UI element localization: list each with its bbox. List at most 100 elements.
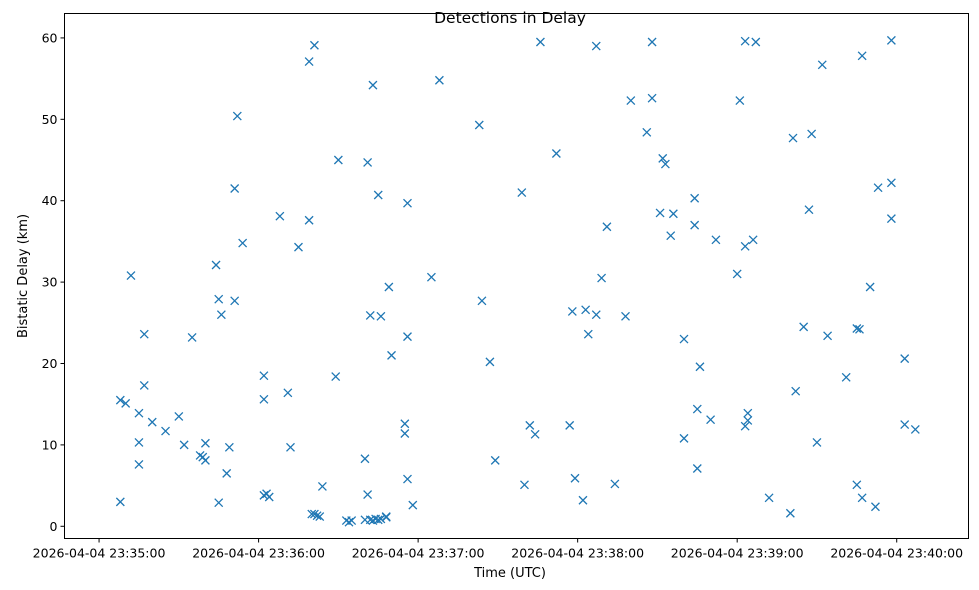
- x-tick-label: 2026-04-04 23:38:00: [511, 546, 644, 561]
- x-tick-label: 2026-04-04 23:40:00: [830, 546, 963, 561]
- data-point: [360, 454, 370, 464]
- data-point: [368, 80, 378, 90]
- data-point: [174, 411, 184, 421]
- data-point: [732, 269, 742, 279]
- data-point: [134, 459, 144, 469]
- x-tick-label: 2026-04-04 23:39:00: [671, 546, 804, 561]
- y-tick-label: 60: [42, 30, 58, 45]
- data-point: [304, 57, 314, 66]
- data-point: [400, 429, 410, 438]
- data-point: [535, 37, 545, 47]
- data-point: [224, 442, 234, 452]
- data-point: [690, 220, 700, 230]
- data-point: [647, 37, 657, 47]
- data-point: [525, 420, 535, 430]
- data-point: [692, 464, 702, 473]
- data-point: [315, 512, 325, 521]
- data-point: [591, 41, 601, 51]
- y-tick-label: 10: [42, 437, 58, 452]
- x-tick-label: 2026-04-04 23:37:00: [352, 546, 485, 561]
- data-point: [565, 420, 575, 430]
- data-point: [791, 386, 801, 396]
- data-point: [658, 153, 668, 163]
- data-point: [384, 282, 394, 292]
- data-point: [161, 426, 170, 436]
- data-point: [706, 415, 716, 425]
- chart-title: Detections in Delay: [434, 9, 586, 27]
- data-point: [363, 157, 373, 167]
- data-point: [312, 511, 322, 521]
- data-point: [179, 440, 189, 450]
- data-point: [187, 332, 197, 342]
- data-point: [788, 133, 798, 143]
- data-point: [668, 209, 678, 219]
- data-point: [333, 155, 343, 165]
- data-point: [735, 96, 745, 106]
- data-point: [403, 332, 412, 342]
- plot-area: [64, 13, 969, 539]
- data-point: [900, 420, 910, 430]
- data-point: [309, 40, 319, 50]
- data-point: [304, 215, 314, 225]
- data-point: [740, 241, 750, 251]
- data-point: [230, 296, 240, 306]
- data-point: [373, 190, 383, 200]
- data-point: [666, 231, 676, 241]
- data-point: [121, 398, 131, 408]
- data-point: [214, 498, 224, 508]
- data-point: [232, 111, 242, 121]
- data-point: [740, 421, 750, 431]
- data-point: [387, 350, 396, 360]
- data-point: [126, 271, 136, 281]
- y-tick-label: 20: [42, 356, 58, 371]
- y-tick-label: 40: [42, 193, 58, 208]
- data-point: [751, 37, 761, 47]
- data-point: [690, 193, 700, 203]
- data-point: [485, 357, 495, 367]
- data-point: [211, 260, 221, 270]
- data-point: [743, 416, 753, 425]
- data-point: [347, 516, 357, 526]
- data-point: [807, 129, 817, 139]
- data-point: [283, 388, 293, 398]
- data-point: [363, 490, 373, 500]
- data-point: [286, 442, 295, 452]
- data-point: [857, 493, 867, 503]
- data-point: [655, 208, 665, 218]
- data-point: [264, 492, 274, 502]
- data-point: [841, 372, 851, 382]
- x-axis-title: Time (UTC): [473, 566, 546, 581]
- data-point: [740, 36, 750, 46]
- data-point: [344, 517, 354, 527]
- data-point: [520, 480, 529, 490]
- data-point: [134, 437, 144, 447]
- data-point: [309, 509, 319, 519]
- data-point: [222, 468, 232, 478]
- plot-frame: [64, 13, 969, 539]
- data-point: [578, 495, 588, 505]
- data-point: [647, 93, 657, 103]
- x-tick-label: 2026-04-04 23:35:00: [33, 546, 166, 561]
- data-point: [602, 222, 612, 232]
- data-point: [626, 96, 636, 106]
- data-point: [660, 159, 670, 169]
- data-point: [886, 178, 896, 188]
- data-point: [259, 371, 269, 381]
- data-point: [434, 75, 444, 85]
- data-point: [692, 404, 702, 414]
- data-point: [230, 184, 240, 193]
- x-tick-label: 2026-04-04 23:36:00: [192, 546, 325, 561]
- data-point: [331, 372, 341, 381]
- data-point: [581, 305, 591, 315]
- data-point: [403, 474, 412, 484]
- data-point: [817, 60, 827, 70]
- data-point: [214, 294, 224, 304]
- data-point: [376, 311, 386, 321]
- data-point: [317, 481, 327, 491]
- data-point: [748, 235, 758, 245]
- data-point: [294, 242, 303, 252]
- data-point: [852, 324, 862, 333]
- data-point: [200, 438, 210, 448]
- y-axis: 0 10 20 30 40 50 60: [42, 30, 65, 534]
